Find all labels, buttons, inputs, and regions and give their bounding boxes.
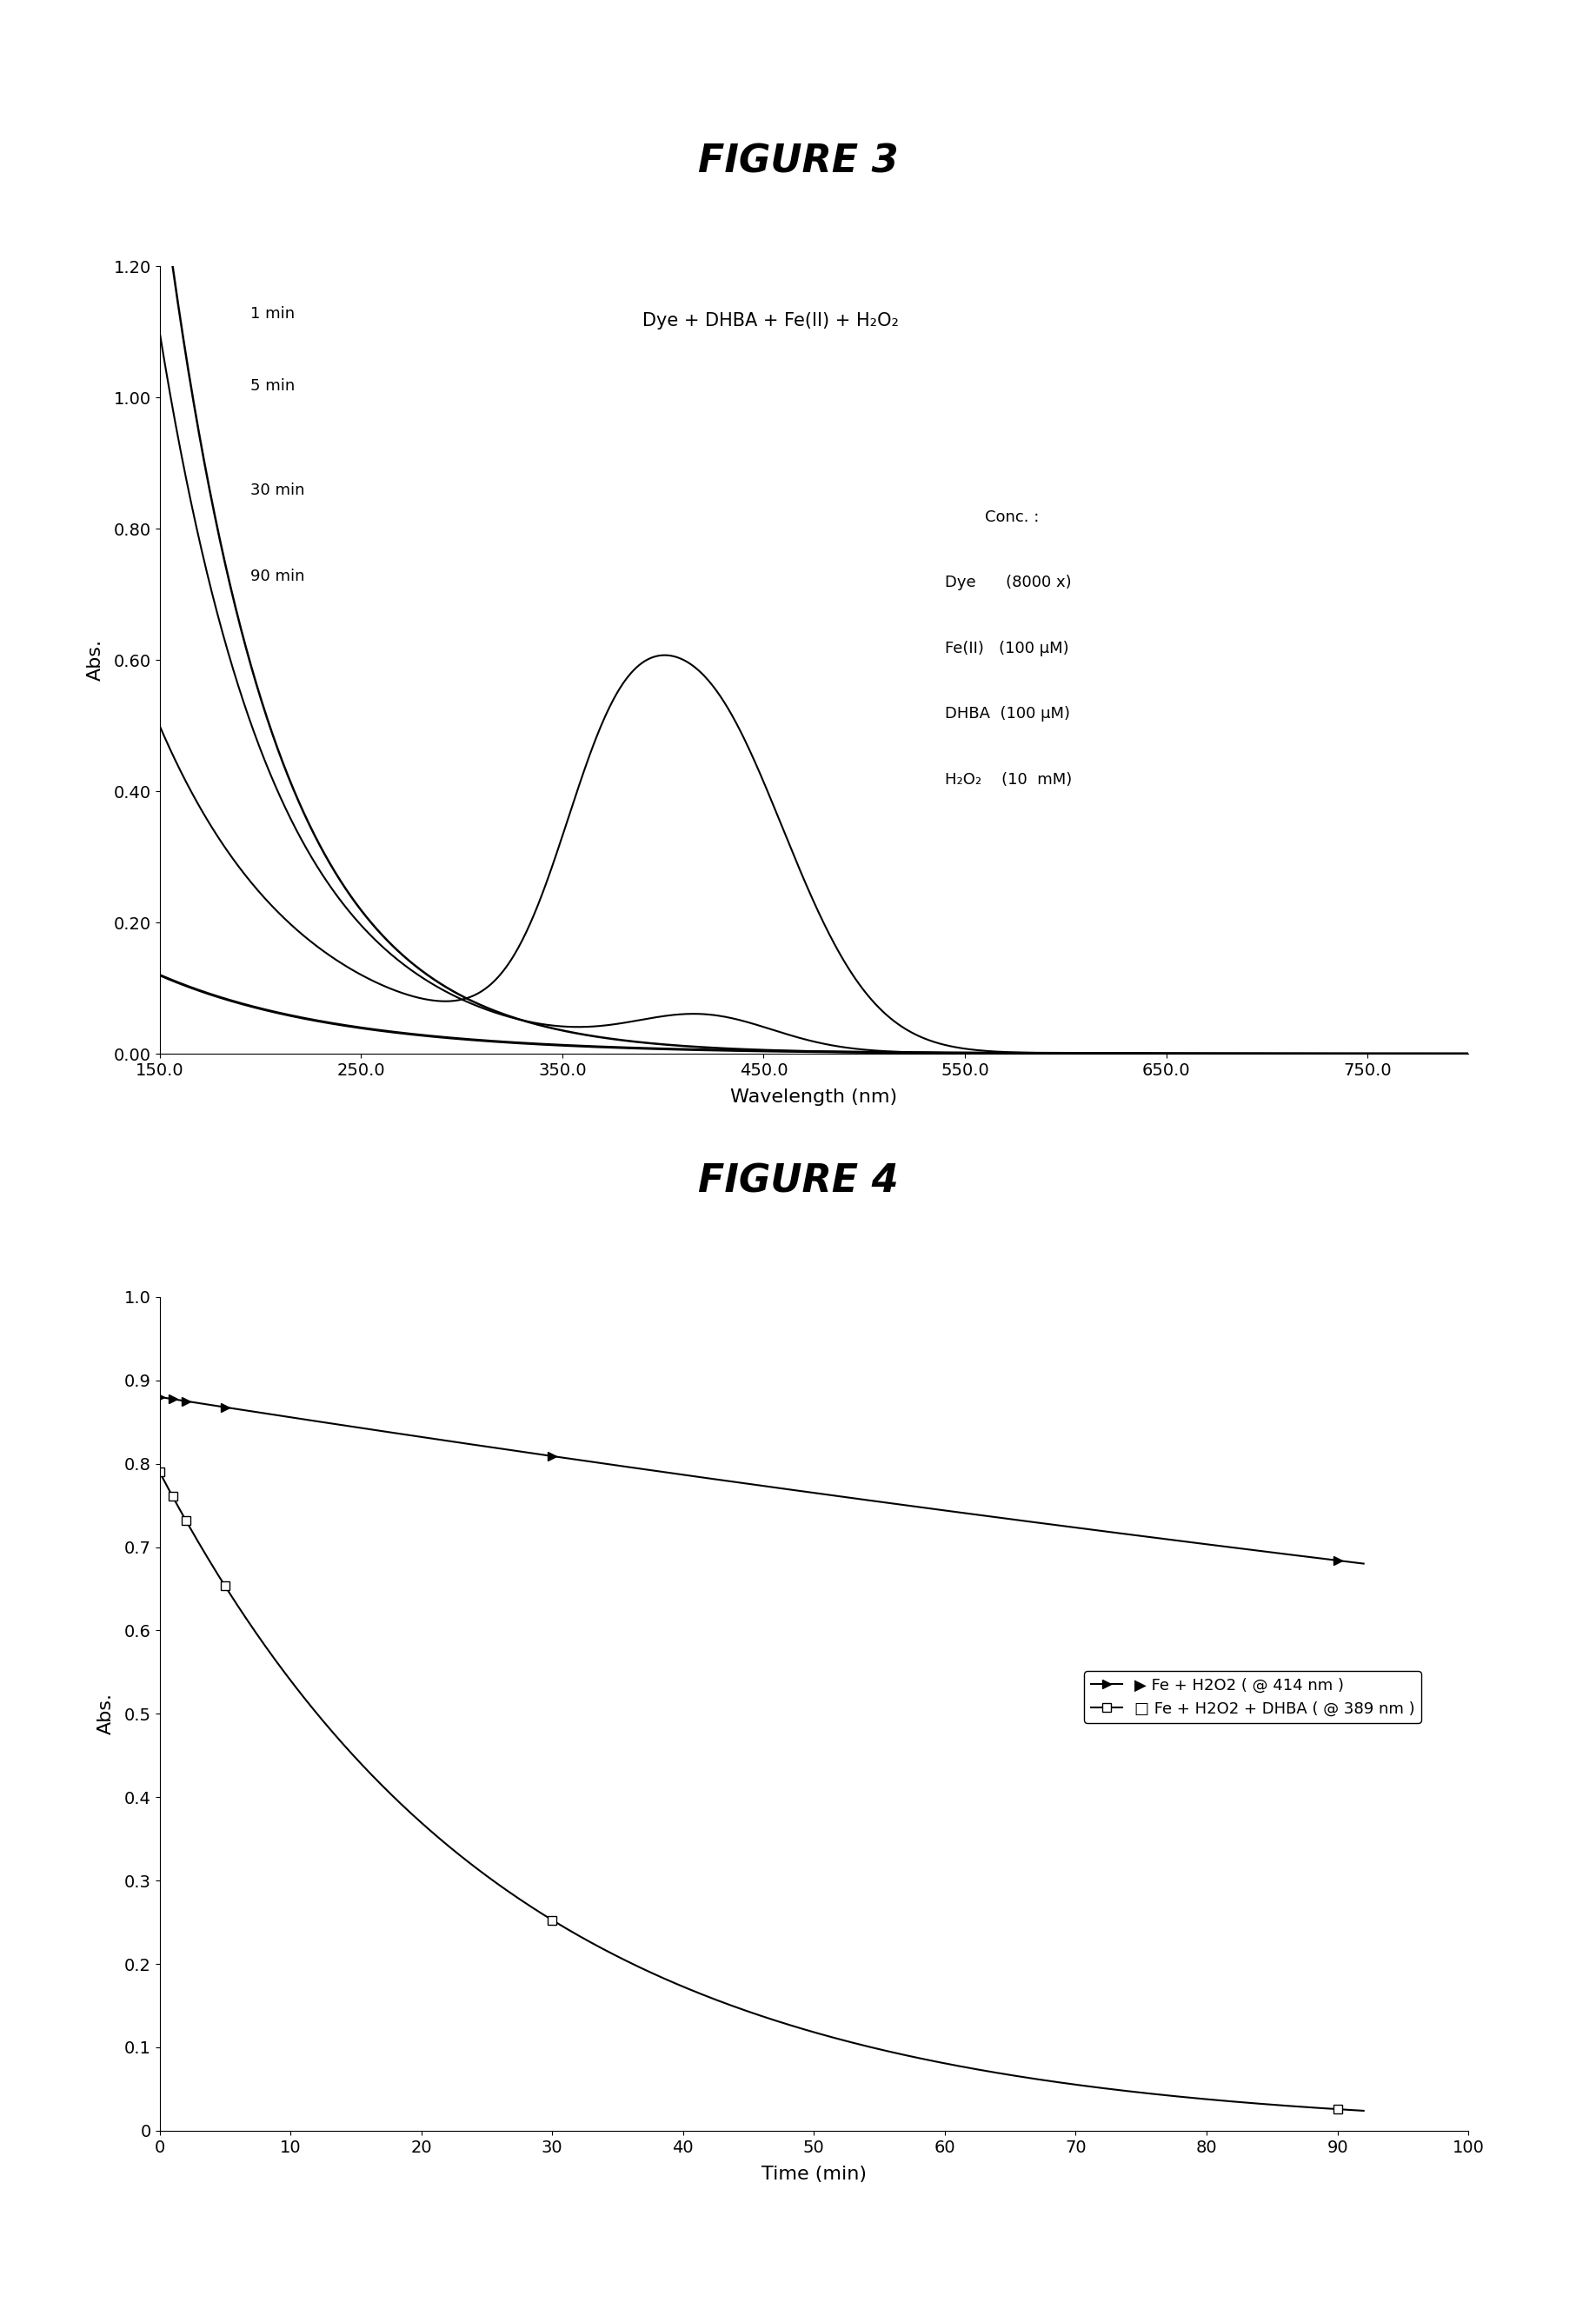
Text: 90 min: 90 min xyxy=(251,567,305,584)
Text: 5 min: 5 min xyxy=(251,378,295,394)
X-axis label: Time (min): Time (min) xyxy=(761,2165,867,2182)
Text: FIGURE 3: FIGURE 3 xyxy=(697,144,899,181)
Text: Dye      (8000 x): Dye (8000 x) xyxy=(945,574,1071,591)
Text: 1 min: 1 min xyxy=(251,306,295,322)
Text: H₂O₂    (10  mM): H₂O₂ (10 mM) xyxy=(945,771,1073,787)
Y-axis label: Abs.: Abs. xyxy=(97,1693,115,1735)
Legend: ▶ Fe + H2O2 ( @ 414 nm ), □ Fe + H2O2 + DHBA ( @ 389 nm ): ▶ Fe + H2O2 ( @ 414 nm ), □ Fe + H2O2 + … xyxy=(1084,1672,1420,1723)
Text: DHBA  (100 μM): DHBA (100 μM) xyxy=(945,706,1069,723)
Text: Fe(II)   (100 μM): Fe(II) (100 μM) xyxy=(945,639,1069,655)
Y-axis label: Abs.: Abs. xyxy=(86,639,104,681)
Text: 30 min: 30 min xyxy=(251,484,305,498)
Text: FIGURE 4: FIGURE 4 xyxy=(697,1163,899,1200)
Text: Conc. :: Conc. : xyxy=(985,510,1039,526)
X-axis label: Wavelength (nm): Wavelength (nm) xyxy=(731,1089,897,1105)
Text: Dye + DHBA + Fe(II) + H₂O₂: Dye + DHBA + Fe(II) + H₂O₂ xyxy=(643,313,899,329)
